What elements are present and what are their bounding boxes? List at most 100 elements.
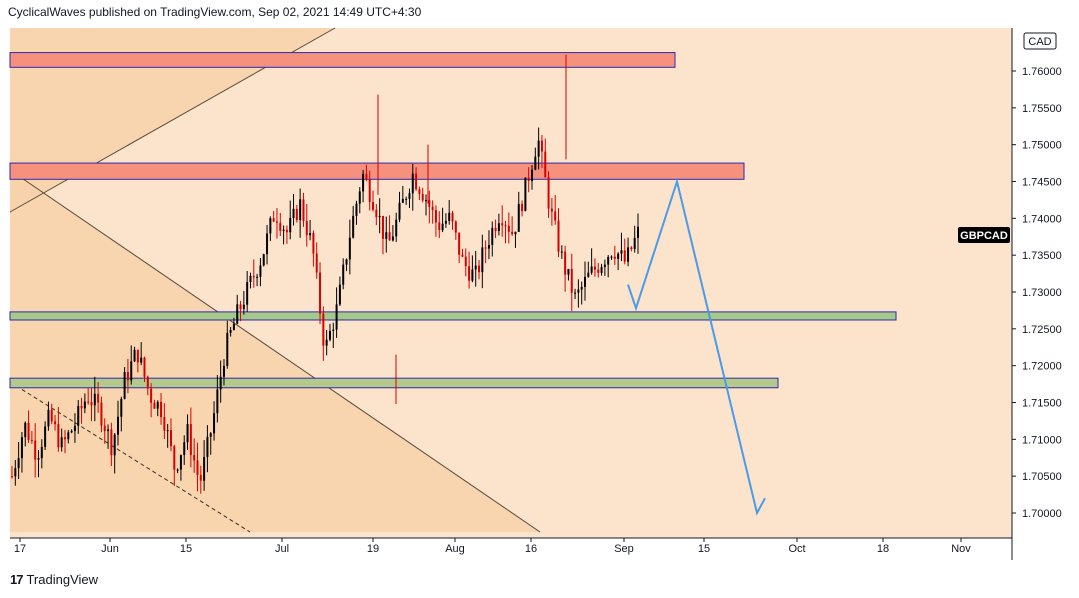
candle (481, 234, 484, 289)
candle (219, 360, 222, 403)
zone-support-3 (9, 311, 897, 321)
candle-body (381, 215, 384, 239)
candle-body (590, 266, 593, 273)
candle (395, 212, 398, 242)
candle (332, 322, 335, 348)
candle-body (448, 212, 451, 221)
candle (123, 367, 126, 400)
candle-body (593, 266, 596, 270)
candle (564, 245, 567, 292)
candle (398, 191, 401, 223)
candle (524, 177, 527, 212)
candle (441, 207, 444, 233)
candle-body (289, 217, 292, 233)
candle (352, 205, 355, 239)
candle (83, 393, 86, 414)
candle-body (434, 210, 437, 223)
trendline-dashed (9, 381, 251, 533)
candle-body (242, 304, 245, 310)
candle-body (133, 349, 136, 362)
projection-line (627, 177, 766, 516)
candle-body (342, 264, 345, 285)
candle (272, 211, 275, 223)
candle (47, 401, 50, 431)
candle-body (252, 275, 255, 278)
candle (544, 138, 547, 178)
candle (620, 232, 623, 262)
candle-body (401, 198, 404, 203)
candle-body (219, 376, 222, 390)
candle-body (580, 286, 583, 290)
candle (557, 208, 560, 258)
candle-body (266, 233, 269, 255)
candle-body (540, 140, 543, 152)
time-axis[interactable]: 17 Jun 15 Jul 19 Aug 16 Sep 15 Oct 18 Nov (14, 538, 971, 555)
candle (133, 346, 136, 363)
candle-body (30, 439, 33, 441)
candle (239, 300, 242, 322)
candle-body (279, 222, 282, 231)
price-tick-label: 1.72500 (1022, 324, 1062, 336)
candle (444, 213, 447, 228)
candle-body (193, 455, 196, 461)
candle-body (474, 265, 477, 270)
candle (176, 468, 179, 474)
candle (411, 163, 414, 211)
candle (474, 250, 477, 287)
candle (537, 127, 540, 170)
candle (554, 195, 557, 225)
candle (17, 442, 20, 480)
candle-body (584, 276, 587, 287)
currency-text: CAD (1028, 36, 1051, 48)
candle-body (156, 401, 159, 409)
candle-body (309, 232, 312, 236)
candle-body (179, 455, 182, 470)
candle (295, 204, 298, 223)
candle-body (368, 179, 371, 203)
candle-body (574, 292, 577, 294)
candle-body (372, 202, 375, 210)
candle (249, 272, 252, 289)
candle (236, 294, 239, 325)
candle-body (497, 223, 500, 232)
candle-body (319, 272, 322, 314)
candle-body (312, 232, 315, 254)
candle (315, 242, 318, 279)
candle (491, 221, 494, 257)
candle-body (11, 476, 13, 478)
time-tick-label: Oct (788, 543, 805, 555)
candle-body (232, 323, 235, 331)
candle-body (203, 456, 206, 481)
candle-body (418, 189, 421, 194)
candle-body (153, 402, 156, 409)
price-axis[interactable]: 1.76000 1.75500 1.75000 1.74500 1.74000 1.735… (1012, 66, 1062, 520)
candle (242, 291, 245, 315)
candle-body (256, 276, 259, 278)
candle-body (478, 265, 481, 273)
candle (70, 429, 73, 434)
candle (471, 255, 474, 283)
candle (229, 326, 232, 337)
candle-body (613, 256, 616, 259)
candle (193, 438, 196, 473)
candle-body (57, 424, 60, 448)
candle-body (617, 253, 620, 259)
price-tick-label: 1.70500 (1022, 471, 1062, 483)
candle-body (292, 208, 295, 218)
candle (160, 393, 163, 425)
candles (11, 54, 639, 494)
candle (20, 431, 23, 473)
candle-body (517, 203, 520, 232)
candle-body (110, 429, 113, 456)
candle-body (130, 361, 133, 381)
symbol-badge[interactable]: GBPCAD (958, 227, 1010, 243)
candle (507, 212, 510, 244)
candle-body (444, 220, 447, 224)
price-zones (9, 52, 897, 389)
footer: 17 TradingView (10, 572, 98, 587)
candle-body (140, 357, 143, 363)
candle-body (226, 332, 229, 366)
candle (590, 248, 593, 275)
candle (504, 220, 507, 244)
